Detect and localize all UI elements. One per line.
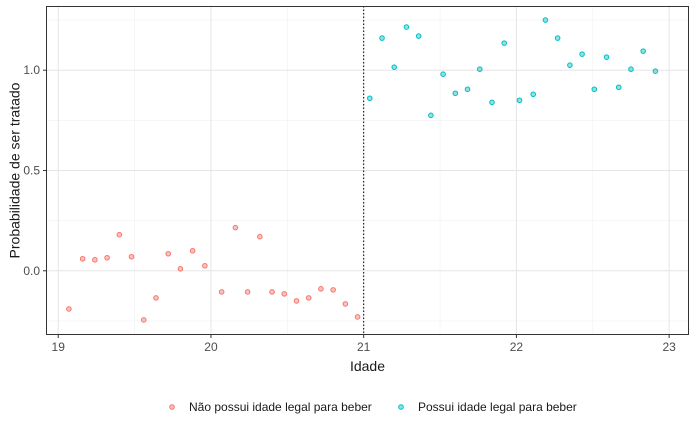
legend-label-series-1: Não possui idade legal para beber <box>189 400 372 414</box>
data-point-series-1 <box>354 314 361 320</box>
data-point-series-2 <box>403 24 410 30</box>
data-point-series-1 <box>342 301 349 307</box>
data-point-series-1 <box>269 289 275 295</box>
data-point-series-1 <box>66 306 72 312</box>
data-point-series-1 <box>330 287 336 293</box>
x-tick-label: 21 <box>357 340 371 354</box>
x-tick-label: 19 <box>52 340 66 354</box>
data-point-series-2 <box>554 35 561 41</box>
data-point-series-1 <box>232 224 239 231</box>
data-point-series-2 <box>530 91 537 98</box>
y-tick-label: 1.0 <box>23 63 40 77</box>
data-point-series-2 <box>428 112 434 119</box>
data-point-series-1 <box>318 286 324 292</box>
y-tick-label: 0.0 <box>23 264 40 278</box>
data-point-series-1 <box>189 247 196 254</box>
y-tick-label: 0.5 <box>23 164 40 178</box>
axes: 19 20 21 22 23 0.0 0.5 1.0 <box>23 63 676 354</box>
data-point-series-1 <box>177 265 184 272</box>
data-point-series-1 <box>116 231 123 238</box>
data-point-series-1 <box>305 295 312 301</box>
data-point-series-2 <box>591 86 598 93</box>
data-point-series-1 <box>104 254 110 261</box>
data-point-series-2 <box>542 17 549 23</box>
data-point-series-2 <box>603 54 610 60</box>
data-point-series-1 <box>281 291 288 297</box>
data-point-series-2 <box>501 40 507 46</box>
data-point-series-1 <box>293 298 300 304</box>
data-point-series-2 <box>652 68 659 74</box>
legend-key-series-2 <box>398 404 404 410</box>
x-tick-label: 20 <box>204 340 218 354</box>
data-point-series-2 <box>415 33 422 39</box>
legend: Não possui idade legal para beber Possui … <box>169 400 577 414</box>
data-point-series-1 <box>202 262 208 269</box>
data-point-series-2 <box>464 86 471 93</box>
panel-border <box>46 6 689 335</box>
data-point-series-2 <box>615 84 622 91</box>
data-point-series-2 <box>476 66 483 72</box>
data-point-series-1 <box>218 289 225 295</box>
data-point-series-1 <box>140 317 147 323</box>
data-point-series-2 <box>440 71 446 78</box>
data-point-series-2 <box>516 97 523 104</box>
data-points <box>66 17 659 323</box>
data-point-series-1 <box>79 255 86 262</box>
y-axis-title: Probabilidade de ser tratado <box>7 82 23 258</box>
data-point-series-2 <box>452 90 459 97</box>
legend-key-series-1 <box>169 404 175 410</box>
x-tick-label: 22 <box>510 340 524 354</box>
data-point-series-1 <box>257 233 263 240</box>
data-point-series-2 <box>366 95 373 102</box>
data-point-series-2 <box>628 66 634 72</box>
data-point-series-2 <box>379 35 385 41</box>
legend-label-series-2: Possui idade legal para beber <box>418 400 577 414</box>
x-axis-title: Idade <box>350 358 385 374</box>
data-point-series-1 <box>244 289 251 295</box>
data-point-series-1 <box>92 256 98 263</box>
data-point-series-1 <box>165 250 171 257</box>
data-point-series-1 <box>128 253 135 260</box>
data-point-series-2 <box>640 48 646 54</box>
data-point-series-2 <box>567 62 573 68</box>
x-tick-label: 23 <box>662 340 676 354</box>
data-point-series-2 <box>489 99 495 106</box>
data-point-series-1 <box>153 295 159 301</box>
data-point-series-2 <box>579 51 585 57</box>
data-point-series-2 <box>391 64 398 70</box>
